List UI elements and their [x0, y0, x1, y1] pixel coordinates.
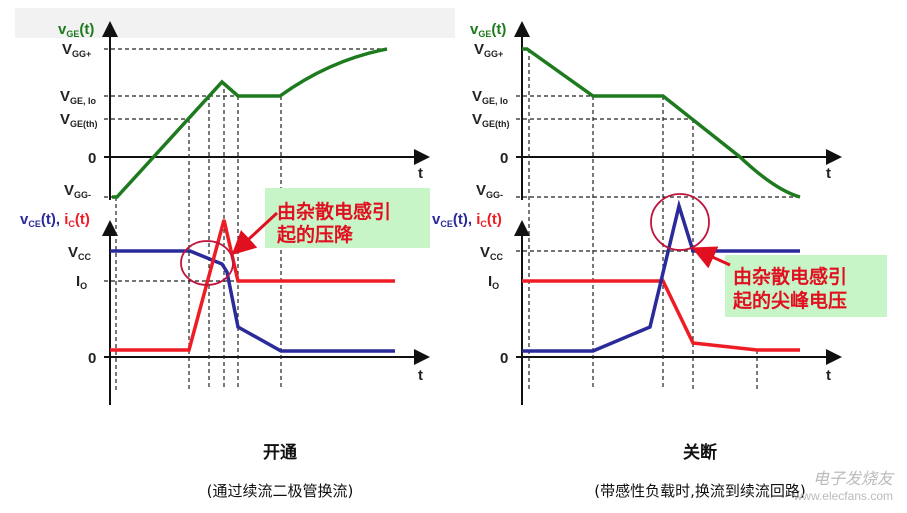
callout-text-on-1: 由杂散电感引: [277, 200, 391, 223]
t-label-bottom: t: [826, 367, 831, 384]
callout-text-on-2: 起的压降: [276, 223, 354, 246]
callout-arrow-off: [691, 246, 731, 269]
label-vgg-minus: VGG-: [476, 182, 503, 200]
label-zero-bottom: 0: [88, 350, 96, 367]
vge-axis-label: vGE(t): [58, 21, 94, 39]
label-vcc: VCC: [68, 244, 92, 262]
ic-curve-off: [522, 279, 800, 352]
label-zero-top: 0: [500, 150, 508, 167]
vge-curve-off: [522, 47, 801, 199]
callout-text-off-2: 起的尖峰电压: [732, 289, 847, 312]
turn-on-diagram: 由杂散电感引 起的压降 vGE(t) VGG+ VGE, Io VGE(th) …: [20, 21, 430, 405]
label-vgg-minus: VGG-: [64, 182, 91, 200]
label-vgg-plus: VGG+: [474, 41, 503, 59]
turn-off-diagram: 由杂散电感引 起的尖峰电压 vGE(t) VGG+ VGE, Io VGE(th…: [432, 21, 887, 405]
callout-text-off-1: 由杂散电感引: [733, 265, 847, 288]
vge-axis-label: vGE(t): [470, 21, 506, 39]
header-shade: [15, 8, 455, 38]
callout-box-on: [265, 188, 430, 248]
vce-ic-axis-label: vCE(t), iC(t): [432, 211, 502, 229]
label-vge-th: VGE(th): [472, 111, 510, 129]
turn-off-subtitle: (带感性负载时,换流到续流回路): [594, 482, 806, 500]
t-label-bottom: t: [418, 367, 423, 384]
ic-curve-on: [110, 219, 395, 352]
t-label-top: t: [418, 165, 423, 182]
label-zero-bottom: 0: [500, 350, 508, 367]
turn-on-subtitle: (通过续流二极管换流): [206, 482, 354, 500]
watermark-url: www.elecfans.com: [793, 489, 893, 503]
label-vge-th: VGE(th): [60, 111, 98, 129]
callout-arrow-on: [231, 211, 279, 256]
guide-lines: [516, 49, 800, 390]
vce-curve-on: [110, 249, 395, 353]
watermark: 电子发烧友 www.elecfans.com: [794, 465, 893, 503]
label-zero-top: 0: [88, 150, 96, 167]
label-vge-io: VGE, Io: [472, 88, 509, 106]
label-vge-io: VGE, Io: [60, 88, 97, 106]
waveform-svg: 由杂散电感引 起的压降 vGE(t) VGG+ VGE, Io VGE(th) …: [15, 8, 887, 405]
watermark-logo-text: 电子发烧友: [812, 471, 893, 488]
label-vgg-plus: VGG+: [62, 41, 91, 59]
vge-curve-on: [112, 47, 388, 199]
label-vcc: VCC: [480, 244, 504, 262]
label-io: IO: [488, 273, 499, 291]
turn-off-title: 关断: [683, 443, 717, 463]
label-io: IO: [76, 273, 87, 291]
highlight-ellipse-off: [650, 193, 710, 251]
highlight-ellipse-on: [180, 240, 234, 286]
vce-ic-axis-label: vCE(t), iC(t): [20, 211, 90, 229]
turn-on-title: 开通: [263, 443, 297, 463]
callout-box-off: [725, 255, 887, 317]
t-label-top: t: [826, 165, 831, 182]
